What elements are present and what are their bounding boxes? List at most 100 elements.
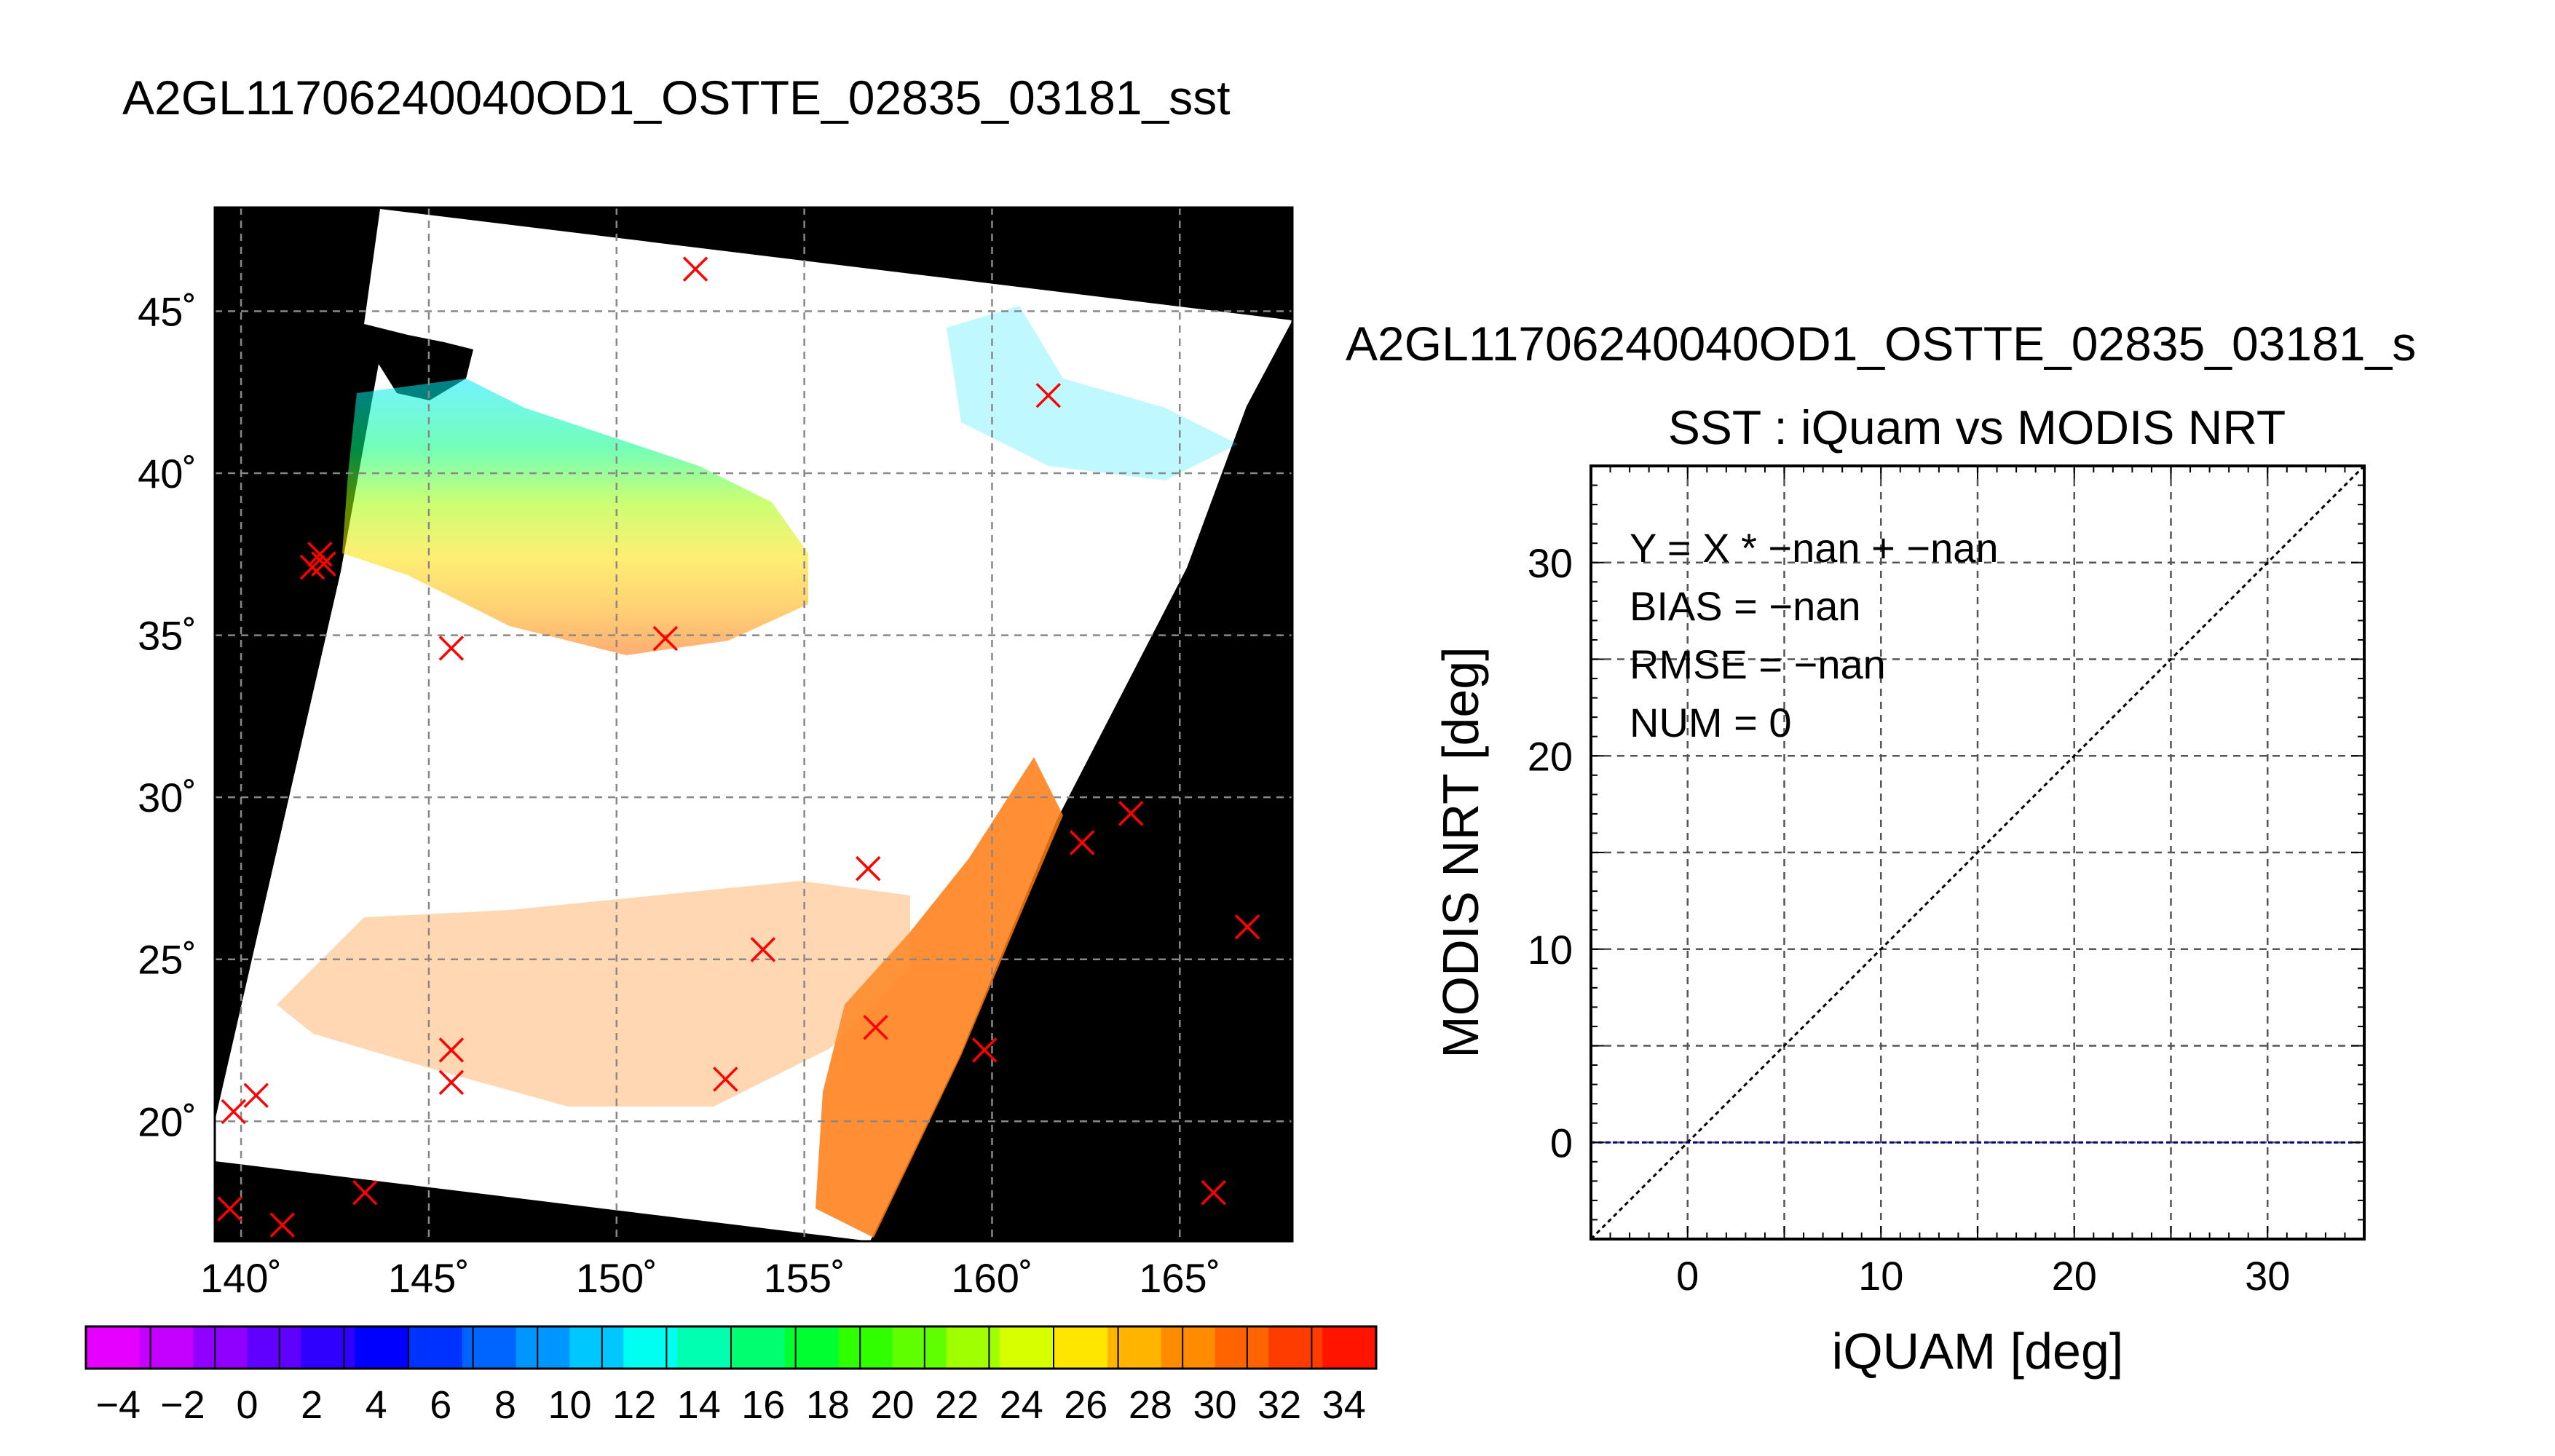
matchup-marker [1234, 914, 1260, 940]
colorbar-swatch [1000, 1326, 1054, 1369]
matchup-marker [352, 1179, 378, 1206]
sst-patch-north [342, 379, 808, 655]
map-y-tick-labels: 20˚ 25˚ 30˚ 35˚ 40˚ 45˚ [138, 288, 197, 1144]
sst-patch-northeast [947, 306, 1238, 480]
count-value: NUM = 0 [1630, 700, 1792, 745]
scatter-title: SST : iQuam vs MODIS NRT [1668, 400, 2286, 454]
bias-value: BIAS = −nan [1630, 583, 1861, 629]
matchup-marker [1035, 382, 1062, 408]
colorbar-tick-label: 16 [741, 1383, 785, 1427]
colorbar-swatch [838, 1326, 893, 1369]
colorbar-tick-label: 24 [1000, 1383, 1043, 1427]
colorbar-tick-label: 28 [1129, 1383, 1172, 1427]
scatter-x-axis-label: iQUAM [deg] [1832, 1323, 2124, 1380]
stats-annotations: Y = X * −nan + −nan BIAS = −nan RMSE = −… [1630, 525, 1999, 745]
colorbar-tick-label: 2 [301, 1383, 323, 1427]
scatter-x-tick-label: 30 [2245, 1253, 2290, 1299]
matchup-marker [682, 256, 708, 282]
identity-reference-line [1590, 464, 2366, 1241]
map-plot [213, 206, 1294, 1243]
matchup-marker [750, 937, 776, 962]
scatter-y-tick-label: 20 [1528, 733, 1573, 779]
matchup-marker [438, 1069, 465, 1096]
matchup-marker [713, 1067, 738, 1092]
colorbar-swatch [677, 1326, 732, 1369]
colorbar-swatch [623, 1326, 678, 1369]
matchup-marker [221, 1099, 247, 1125]
colorbar-swatch [1215, 1326, 1269, 1369]
matchup-marker [217, 1196, 242, 1222]
colorbar-swatch [355, 1326, 409, 1369]
matchup-marker [856, 855, 881, 882]
matchup-marker [307, 542, 333, 567]
scatter-x-tick-label: 10 [1858, 1253, 1903, 1299]
map-matchup-markers [217, 256, 1260, 1238]
matchup-marker [1118, 801, 1144, 826]
colorbar-tick-label: 18 [806, 1383, 850, 1427]
colorbar-tick-label: −4 [96, 1383, 141, 1427]
colorbar-tick-label: 10 [548, 1383, 591, 1427]
colorbar-tick-label: 32 [1257, 1383, 1301, 1427]
colorbar-tick-label: 34 [1322, 1383, 1366, 1427]
colorbar-swatch [946, 1326, 1000, 1369]
matchup-marker [311, 551, 336, 577]
matchup-marker [1069, 830, 1095, 855]
map-x-tick-label: 145˚ [388, 1255, 470, 1301]
map-frame [213, 206, 1294, 1243]
colorbar-swatch [516, 1326, 570, 1369]
colorbar-swatch [86, 1326, 141, 1369]
sst-patch-south [816, 757, 1063, 1238]
matchup-marker [1201, 1179, 1226, 1206]
map-x-tick-label: 155˚ [764, 1255, 845, 1301]
scatter-y-tick-label: 0 [1550, 1120, 1573, 1166]
colorbar-tick-label: 30 [1193, 1383, 1236, 1427]
colorbar-swatch [569, 1326, 624, 1369]
colorbar-tick-label: 12 [612, 1383, 656, 1427]
colorbar-swatch [301, 1326, 355, 1369]
map-x-tick-labels: 140˚ 145˚ 150˚ 155˚ 160˚ 165˚ [200, 1255, 1220, 1301]
colorbar-tick-label: 0 [236, 1383, 258, 1427]
map-x-tick-label: 150˚ [576, 1255, 657, 1301]
colorbar-swatch [1054, 1326, 1108, 1369]
colorbar-tick-labels: −4 −2 0 2 4 6 8 10 12 14 16 18 20 22 24 26 28 30 32 34 [96, 1383, 1366, 1427]
matchup-marker [863, 1014, 888, 1040]
map-y-tick-label: 45˚ [138, 288, 197, 334]
matchup-marker [243, 1083, 269, 1108]
colorbar-tick-label: 4 [366, 1383, 387, 1427]
scatter-y-axis-label: MODIS NRT [deg] [1432, 646, 1489, 1058]
scatter-x-tick-labels: 0 10 20 30 [1676, 1253, 2290, 1299]
matchup-marker [652, 625, 679, 652]
fit-equation: Y = X * −nan + −nan [1630, 525, 1999, 571]
colorbar-swatch [1322, 1326, 1377, 1369]
map-x-tick-label: 140˚ [200, 1255, 282, 1301]
scatter-y-tick-label: 10 [1528, 927, 1573, 973]
map-x-tick-label: 165˚ [1139, 1255, 1220, 1301]
colorbar-tick-label: 22 [935, 1383, 979, 1427]
colorbar-tick-label: 6 [430, 1383, 451, 1427]
colorbar-swatch [731, 1326, 786, 1369]
colorbar-tick-label: 14 [677, 1383, 721, 1427]
matchup-marker [971, 1037, 998, 1063]
colorbar-swatch [408, 1326, 463, 1369]
scatter-y-tick-label: 30 [1528, 540, 1573, 586]
map-y-tick-label: 25˚ [138, 937, 197, 983]
scatter-plot [1590, 464, 2366, 1241]
matchup-marker [438, 636, 465, 661]
scatter-x-tick-label: 0 [1676, 1253, 1699, 1299]
colorbar-swatch [784, 1326, 840, 1369]
colorbar-tick-label: 8 [494, 1383, 516, 1427]
colorbar-tick-label: −2 [160, 1383, 205, 1427]
map-title: A2GL11706240040OD1_OSTTE_02835_03181_sst [122, 71, 1231, 124]
colorbar-swatch [892, 1326, 947, 1369]
map-y-tick-label: 30˚ [138, 775, 197, 820]
colorbar-swatch [247, 1326, 301, 1369]
scatter-top-title: A2GL11706240040OD1_OSTTE_02835_03181_s [1346, 317, 2416, 371]
map-y-tick-label: 35˚ [138, 613, 197, 659]
map-y-tick-label: 20˚ [138, 1099, 197, 1144]
scatter-frame [1590, 464, 2366, 1241]
colorbar-tick-label: 20 [870, 1383, 914, 1427]
colorbar-swatch [1161, 1326, 1215, 1369]
sst-patch-southwest [277, 881, 910, 1107]
map-gridlines [215, 207, 1292, 1241]
